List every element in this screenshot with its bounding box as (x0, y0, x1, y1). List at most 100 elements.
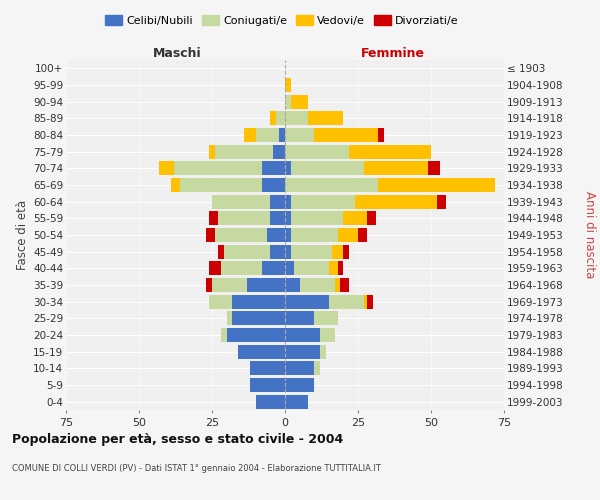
Bar (271, 244, 285, 259)
Bar (285, 344, 320, 359)
Bar (285, 311, 314, 326)
Bar (367, 294, 373, 308)
Bar (285, 112, 308, 126)
Bar (256, 394, 285, 409)
Bar (262, 261, 285, 276)
Bar (335, 278, 340, 292)
Bar (329, 294, 364, 308)
Bar (291, 162, 364, 175)
Bar (338, 228, 358, 242)
Bar (291, 194, 355, 209)
Bar (379, 178, 495, 192)
Bar (437, 194, 446, 209)
Bar (285, 228, 291, 242)
Bar (206, 278, 212, 292)
Bar (285, 178, 379, 192)
Bar (343, 211, 367, 226)
Bar (215, 228, 268, 242)
Bar (274, 144, 285, 159)
Bar (294, 261, 329, 276)
Bar (285, 244, 291, 259)
Bar (285, 144, 349, 159)
Bar (285, 278, 299, 292)
Bar (160, 162, 174, 175)
Bar (215, 144, 274, 159)
Text: Femmine: Femmine (361, 47, 425, 60)
Text: Popolazione per età, sesso e stato civile - 2004: Popolazione per età, sesso e stato civil… (12, 432, 343, 446)
Bar (250, 378, 285, 392)
Bar (285, 294, 329, 308)
Bar (218, 244, 224, 259)
Bar (358, 228, 367, 242)
Bar (279, 128, 285, 142)
Bar (285, 211, 291, 226)
Bar (180, 178, 262, 192)
Bar (340, 278, 349, 292)
Legend: Celibi/Nubili, Coniugati/e, Vedovi/e, Divorziati/e: Celibi/Nubili, Coniugati/e, Vedovi/e, Di… (101, 10, 463, 30)
Bar (379, 128, 384, 142)
Bar (308, 112, 343, 126)
Bar (285, 261, 294, 276)
Bar (320, 344, 326, 359)
Bar (349, 144, 431, 159)
Bar (355, 194, 437, 209)
Bar (285, 78, 291, 92)
Y-axis label: Fasce di età: Fasce di età (16, 200, 29, 270)
Bar (218, 211, 271, 226)
Bar (291, 211, 343, 226)
Bar (314, 311, 338, 326)
Bar (221, 261, 262, 276)
Bar (209, 211, 218, 226)
Bar (262, 162, 285, 175)
Bar (238, 344, 285, 359)
Bar (285, 361, 314, 376)
Bar (224, 244, 271, 259)
Bar (285, 128, 314, 142)
Bar (320, 328, 335, 342)
Bar (285, 394, 308, 409)
Bar (338, 261, 343, 276)
Bar (285, 162, 291, 175)
Y-axis label: Anni di nascita: Anni di nascita (583, 192, 596, 278)
Bar (314, 128, 379, 142)
Bar (262, 178, 285, 192)
Bar (364, 294, 367, 308)
Bar (221, 328, 227, 342)
Bar (285, 94, 291, 109)
Bar (291, 244, 332, 259)
Bar (212, 194, 271, 209)
Bar (212, 278, 247, 292)
Bar (314, 361, 320, 376)
Bar (329, 261, 338, 276)
Bar (209, 144, 215, 159)
Bar (227, 311, 232, 326)
Bar (271, 211, 285, 226)
Text: Maschi: Maschi (152, 47, 201, 60)
Bar (268, 228, 285, 242)
Bar (291, 228, 338, 242)
Bar (367, 211, 376, 226)
Bar (299, 278, 335, 292)
Bar (174, 162, 262, 175)
Bar (271, 112, 276, 126)
Bar (343, 244, 349, 259)
Bar (250, 361, 285, 376)
Bar (247, 278, 285, 292)
Bar (227, 328, 285, 342)
Bar (276, 112, 285, 126)
Bar (271, 194, 285, 209)
Bar (364, 162, 428, 175)
Text: COMUNE DI COLLI VERDI (PV) - Dati ISTAT 1° gennaio 2004 - Elaborazione TUTTITALI: COMUNE DI COLLI VERDI (PV) - Dati ISTAT … (12, 464, 381, 473)
Bar (171, 178, 180, 192)
Bar (428, 162, 440, 175)
Bar (232, 311, 285, 326)
Bar (244, 128, 256, 142)
Bar (285, 328, 320, 342)
Bar (291, 94, 308, 109)
Bar (206, 228, 215, 242)
Bar (256, 128, 279, 142)
Bar (285, 194, 291, 209)
Bar (232, 294, 285, 308)
Bar (285, 378, 314, 392)
Bar (209, 294, 232, 308)
